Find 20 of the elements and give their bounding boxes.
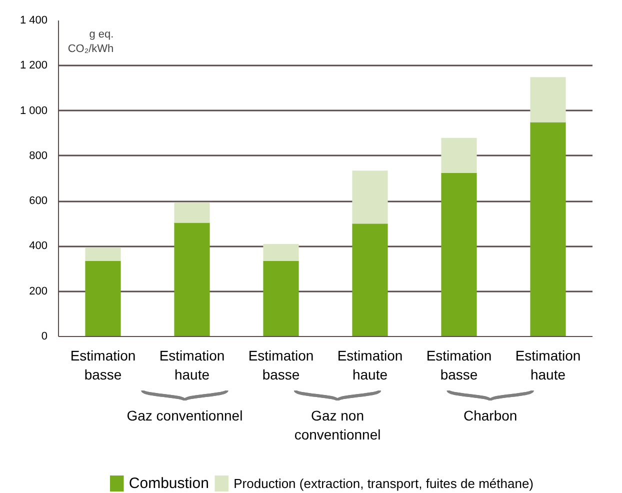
y-axis-title: g eq. CO₂/kWh [68,28,114,55]
x-tick-label: Estimation basse [426,348,492,383]
text: Charbon [463,408,518,424]
y-tick-label: 600 [29,195,48,208]
y-tick-label: 1 000 [20,104,48,117]
text: Gaz non conventionnel [294,408,381,443]
text: Gaz conventionnel [126,408,243,424]
legend-label: Production (extraction, transport, fuites de méthane) [234,476,534,491]
x-tick-label: Estimation basse [70,348,136,383]
y-tick-label: 0 [41,330,48,342]
y-tick-label: 400 [29,240,48,252]
y-tick-label: 200 [29,285,48,298]
x-tick-label: Estimation haute [515,348,581,383]
x-tick-label: Estimation haute [337,348,403,383]
y-tick-label: 1 200 [20,60,48,72]
legend-label: Combustion [128,475,209,492]
y-tick-label: 1 400 [20,14,48,26]
x-tick-label: Estimation basse [248,348,314,383]
x-tick-label: Estimation haute [159,348,225,383]
y-tick-label: 800 [29,150,48,162]
